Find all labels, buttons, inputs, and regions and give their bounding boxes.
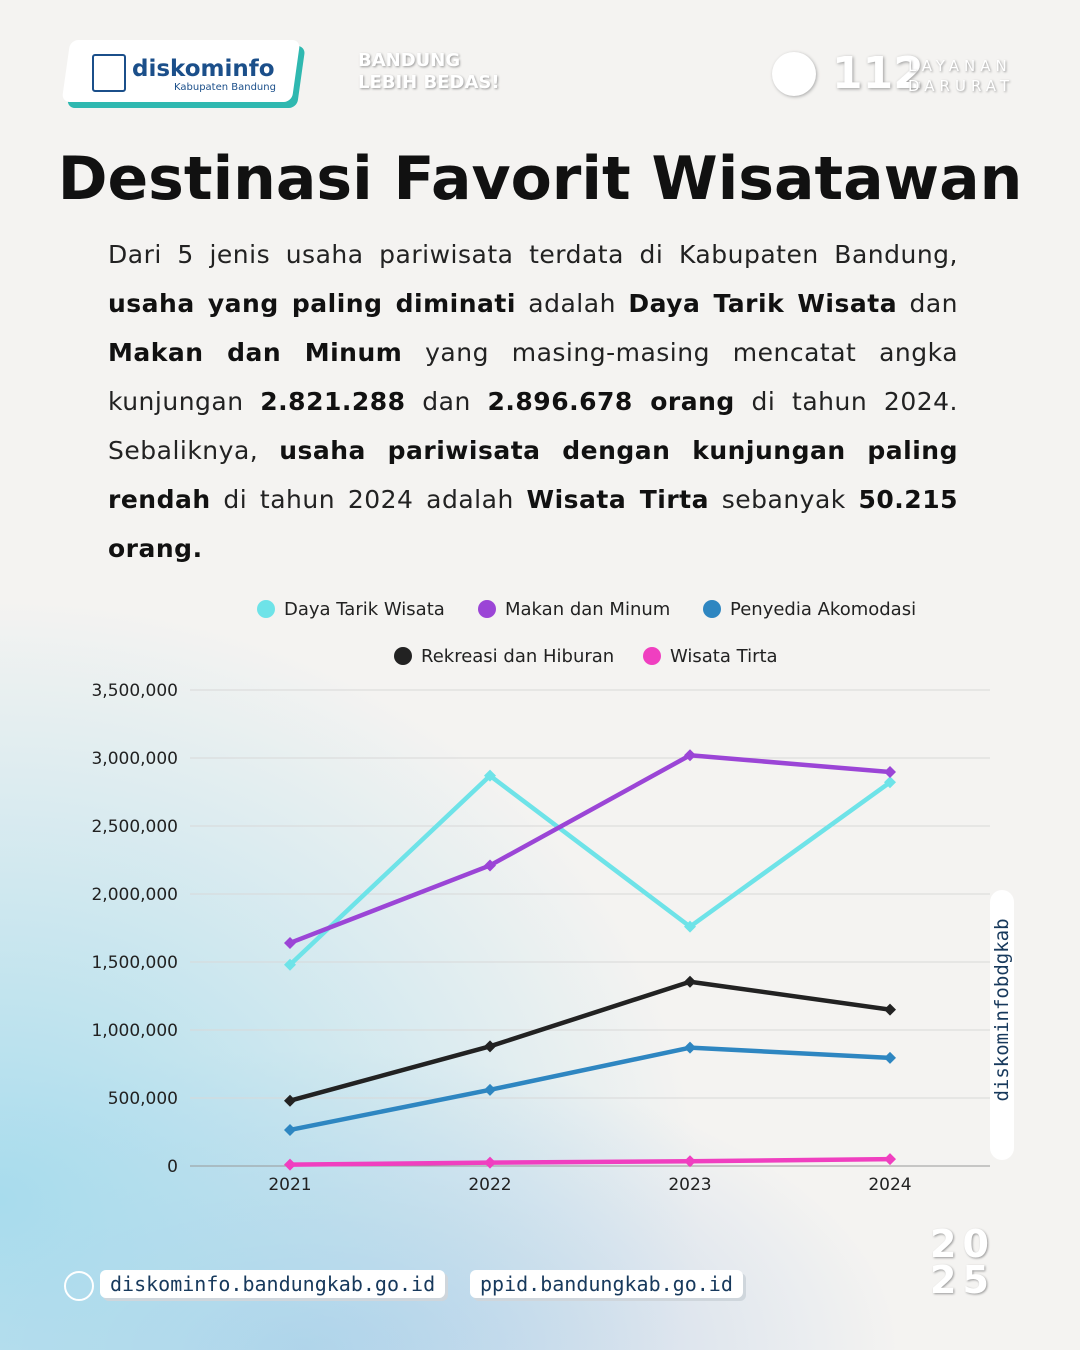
year-top: 20 [930, 1222, 995, 1266]
hotline-2: DARURAT [908, 77, 1015, 95]
point [284, 936, 296, 949]
legend-label: Makan dan Minum [505, 599, 670, 620]
point [684, 1155, 696, 1168]
legend-marker [394, 647, 412, 665]
legend-label: Penyedia Akomodasi [730, 599, 916, 620]
bold-text: usaha yang paling diminati [108, 289, 516, 318]
side-pill [990, 890, 1014, 1160]
point [284, 1123, 296, 1136]
logo-emblem [92, 54, 126, 92]
y-tick-label: 1,000,000 [91, 1021, 178, 1041]
point [884, 1153, 896, 1166]
line [288, 773, 892, 967]
x-tick-label: 2022 [468, 1175, 511, 1195]
point [484, 769, 496, 782]
bold-text: Wisata Tirta [526, 485, 710, 514]
title: Destinasi Favorit Wisatawan [57, 144, 1023, 214]
text: di tahun 2024 adalah [210, 485, 527, 514]
point [284, 958, 296, 971]
text: Dari 5 jenis usaha pariwisata terdata di… [108, 240, 958, 269]
point [684, 1041, 696, 1054]
text: adalah [515, 289, 629, 318]
hotline-1: LAYANAN [908, 57, 1012, 75]
legend-marker [257, 600, 275, 618]
text: dan [405, 387, 488, 416]
point [484, 859, 496, 872]
paragraph: Dari 5 jenis usaha pariwisata terdata di… [108, 230, 958, 573]
y-tick-label: 2,500,000 [91, 817, 178, 837]
legend-label: Rekreasi dan Hiburan [421, 646, 614, 667]
line [289, 979, 891, 1103]
bold-text: 2.821.288 [260, 387, 406, 416]
hotline: 112 [832, 48, 924, 99]
y-tick-label: 3,000,000 [91, 749, 178, 769]
legend-label: Daya Tarik Wisata [284, 599, 445, 620]
point [484, 1083, 496, 1096]
x-tick-label: 2023 [668, 1175, 711, 1195]
hotline-icon [772, 52, 816, 96]
point [684, 975, 696, 988]
point [284, 1158, 296, 1171]
x-tick-label: 2024 [868, 1175, 911, 1195]
site-2: ppid.bandungkab.go.id [470, 1270, 743, 1298]
point [484, 1156, 496, 1169]
slogan-1: BANDUNG [358, 50, 461, 71]
year-bottom: 25 [930, 1258, 995, 1302]
point [884, 766, 896, 779]
x-tick-label: 2021 [268, 1175, 311, 1195]
bold-text: 2.896.678 orang [487, 387, 735, 416]
globe-icon [64, 1271, 94, 1301]
point [884, 1003, 896, 1016]
text: sebanyak [709, 485, 859, 514]
y-tick-label: 0 [167, 1157, 178, 1177]
legend-marker [478, 600, 496, 618]
line [289, 1156, 891, 1167]
y-tick-label: 1,500,000 [91, 953, 178, 973]
year-logo: 20 25 [930, 1222, 995, 1302]
site-1: diskominfo.bandungkab.go.id [100, 1270, 446, 1298]
slogan: BANDUNG LEBIH BEDAS! [358, 50, 500, 94]
y-tick-label: 500,000 [108, 1089, 178, 1109]
bold-text: Daya Tarik Wisata [628, 289, 898, 318]
point [684, 920, 696, 933]
brand-sub: Kabupaten Bandung [174, 82, 276, 93]
hotline-text: LAYANAN DARURAT [908, 56, 1014, 96]
point [484, 1040, 496, 1053]
text: di tahun 2024. Sebaliknya, [108, 387, 958, 465]
point [884, 776, 896, 789]
point [684, 749, 696, 762]
legend-marker [703, 600, 721, 618]
y-tick-label: 2,000,000 [91, 885, 178, 905]
bold-text: usaha pariwisata dengan kunjungan paling… [108, 436, 958, 514]
y-tick-label: 3,500,000 [91, 681, 178, 701]
brand: diskominfo [132, 56, 275, 82]
text: yang masing-masing mencatat angka kunjun… [108, 338, 959, 416]
slogan-2: LEBIH BEDAS! [358, 72, 500, 93]
line [289, 1045, 891, 1133]
legend-label: Wisata Tirta [670, 646, 778, 667]
bold-text: 50.215 orang. [108, 485, 958, 563]
bold-text: Makan dan Minum [108, 338, 403, 367]
point [884, 1051, 896, 1064]
side-handle: diskominfobdgkab [991, 918, 1013, 1102]
legend-marker [643, 647, 661, 665]
text: dan [897, 289, 959, 318]
point [284, 1094, 296, 1107]
line [289, 753, 891, 946]
